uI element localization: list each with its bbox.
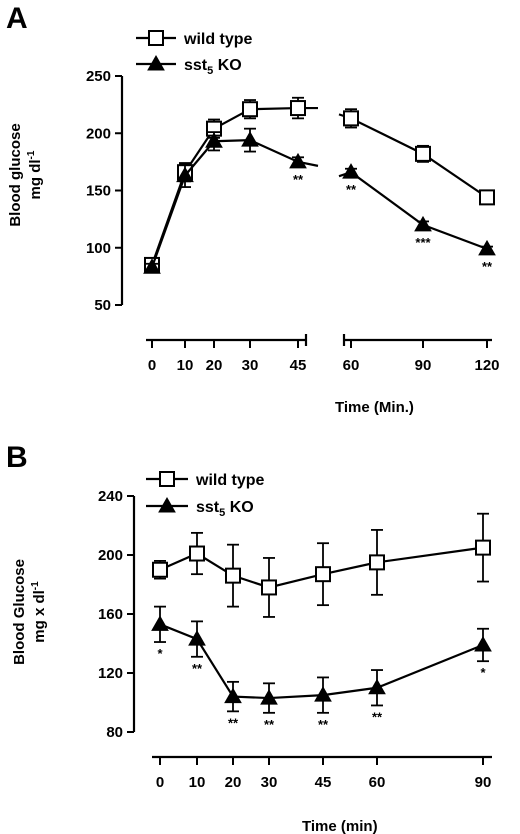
y-tick-label: 240 [98,488,123,505]
y-tick-label: 120 [98,665,123,682]
data-point-wild-type [369,554,385,571]
panel-a-y-ticks: 50 100 150 200 250 [86,68,122,314]
data-point-ko [176,166,194,183]
series-line-ko [159,623,484,700]
x-tick-label: 10 [177,357,194,374]
data-point-ko [205,132,223,148]
significance-label: ** [482,259,493,274]
panel-a-legend: wild type sst5 KO [136,30,253,77]
series-line-wild-type [338,113,488,199]
panel-a-series: ********* [143,96,496,274]
significance-label: ** [346,182,357,197]
panel-b-series: ***** ** ** *** [151,512,492,732]
data-point-wild-type [479,189,495,206]
series-wild-type [144,96,495,273]
series-line-ko [338,170,488,250]
y-tick-label: 250 [86,68,111,85]
data-point-ko [241,131,259,147]
significance-label: ** [372,709,383,724]
series-wild-type [152,512,491,618]
legend-ko-marker [158,496,176,513]
legend-wild-type-label: wild type [195,472,265,489]
data-point-ko [342,163,360,179]
data-point-ko [478,239,496,256]
data-point-ko [224,687,242,704]
legend-wild-type-label: wild type [183,31,253,48]
data-point-wild-type [152,561,168,578]
y-tick-label: 200 [86,125,111,142]
panel-b-legend: wild type sst5 KO [146,471,265,519]
y-tick-label: 200 [98,547,123,564]
panel-b-ylabel-line2: mg x dl-1 [30,581,48,643]
x-tick-label: 10 [189,774,206,791]
panel-b-xlabel: Time (min) [302,818,378,834]
data-point-ko [314,686,332,702]
x-tick-label: 30 [242,357,259,374]
x-tick-label: 90 [415,357,432,374]
significance-label: ** [293,172,304,187]
significance-label: ** [318,717,329,732]
data-point-ko [260,689,278,705]
legend-ko-label: sst5 KO [196,499,254,519]
panel-b-ylabel-line1: Blood Glucose [11,559,28,665]
legend-ko-marker [147,54,165,71]
significance-label: *** [415,235,431,250]
x-tick-label: 45 [315,774,332,791]
data-point-wild-type [290,100,306,117]
data-point-ko [414,215,432,232]
x-tick-label: 60 [343,357,360,374]
legend-ko-label: sst5 KO [184,57,242,77]
data-point-ko [474,635,492,652]
y-tick-label: 50 [94,297,111,314]
y-tick-label: 160 [98,606,123,623]
x-tick-label: 45 [290,357,307,374]
data-point-ko [368,678,386,695]
significance-label: * [157,646,163,661]
significance-label: * [480,665,486,680]
y-tick-label: 150 [86,183,111,200]
series-line-ko [150,139,319,268]
x-tick-label: 20 [225,774,242,791]
panel-a-label: A [6,2,28,35]
x-tick-label: 90 [475,774,492,791]
data-point-ko [143,258,161,274]
data-point-ko [151,615,169,631]
panel-b-x-ticks: 0 10 20 30 45 60 90 [156,757,492,791]
x-tick-label: 0 [148,357,156,374]
data-point-wild-type [242,101,258,118]
significance-label: ** [192,661,203,676]
series-ko: ********* [143,127,496,274]
y-tick-label: 80 [106,724,123,741]
x-tick-label: 20 [206,357,223,374]
x-tick-label: 0 [156,774,164,791]
data-point-wild-type [415,145,431,162]
legend-wild-type-marker [159,471,175,487]
data-point-ko [289,152,307,169]
data-point-wild-type [315,566,331,583]
data-point-wild-type [475,539,491,556]
data-point-wild-type [343,110,359,127]
y-tick-label: 100 [86,240,111,257]
legend-wild-type-marker [148,30,164,46]
data-point-wild-type [225,567,241,584]
x-tick-label: 60 [369,774,386,791]
x-tick-label: 30 [261,774,278,791]
data-point-wild-type [261,579,277,596]
significance-label: ** [264,717,275,732]
panel-a-ylabel-line1: Blood glucose [7,123,24,226]
panel-a-x-ticks: 0 10 20 30 45 60 90 120 [148,340,500,374]
panel-a-ylabel-line2: mg dl-1 [26,150,44,199]
series-ko: ***** ** ** *** [151,605,492,732]
data-point-ko [188,630,206,646]
panel-b-label: B [6,441,28,474]
significance-label: ** [228,715,239,730]
x-tick-label: 120 [474,357,499,374]
panel-b: B wild type sst5 KO Blood Glucose mg x d… [6,441,492,834]
panel-a: A wild type sst5 KO Blood glucose mg dl-… [6,2,500,416]
panel-b-y-ticks: 80 120 160 200 240 [98,488,134,741]
panel-a-xlabel: Time (Min.) [335,399,414,416]
data-point-wild-type [189,545,205,562]
